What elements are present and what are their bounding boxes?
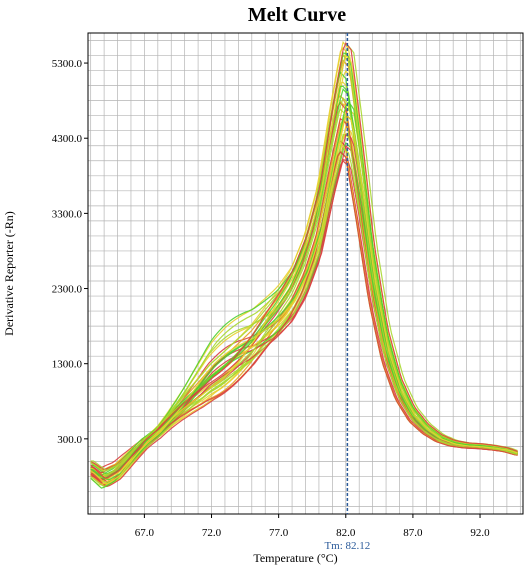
x-tick-label: 92.0 xyxy=(470,527,490,539)
tm-label: Tm: 82.12 xyxy=(324,540,370,552)
y-tick-label: 5300.0 xyxy=(52,58,83,70)
y-axis-ticks: 300.0 1300.0 2300.0 3300.0 4300.0 5300.0 xyxy=(52,58,88,446)
x-tick-label: 77.0 xyxy=(269,527,289,539)
y-tick-label: 1300.0 xyxy=(52,359,83,371)
y-tick-label: 2300.0 xyxy=(52,284,83,296)
melt-curve-series xyxy=(90,146,518,488)
y-tick-label: 3300.0 xyxy=(52,208,83,220)
x-axis-ticks: 67.0 72.0 77.0 82.0 87.0 92.0 xyxy=(135,514,490,539)
y-tick-label: 4300.0 xyxy=(52,133,83,145)
melt-curve-series xyxy=(90,108,518,478)
chart-title: Melt Curve xyxy=(248,4,346,26)
melt-curve-series xyxy=(90,112,518,480)
melt-curves xyxy=(90,40,518,489)
x-tick-label: 82.0 xyxy=(336,527,356,539)
melt-curve-series xyxy=(90,132,518,477)
melt-curve-series xyxy=(90,141,518,475)
plot-frame xyxy=(87,32,524,515)
y-tick-label: 300.0 xyxy=(57,434,82,446)
x-tick-label: 72.0 xyxy=(202,527,222,539)
melt-curve-series xyxy=(90,42,518,479)
y-axis-label: Derivative Reporter (-Rn) xyxy=(2,211,16,336)
x-axis-label: Temperature (°C) xyxy=(253,551,337,565)
melt-curve-series xyxy=(90,150,518,474)
melt-curve-series xyxy=(90,54,518,485)
x-tick-label: 87.0 xyxy=(403,527,423,539)
x-tick-label: 67.0 xyxy=(135,527,155,539)
melt-curve-series xyxy=(90,140,518,469)
